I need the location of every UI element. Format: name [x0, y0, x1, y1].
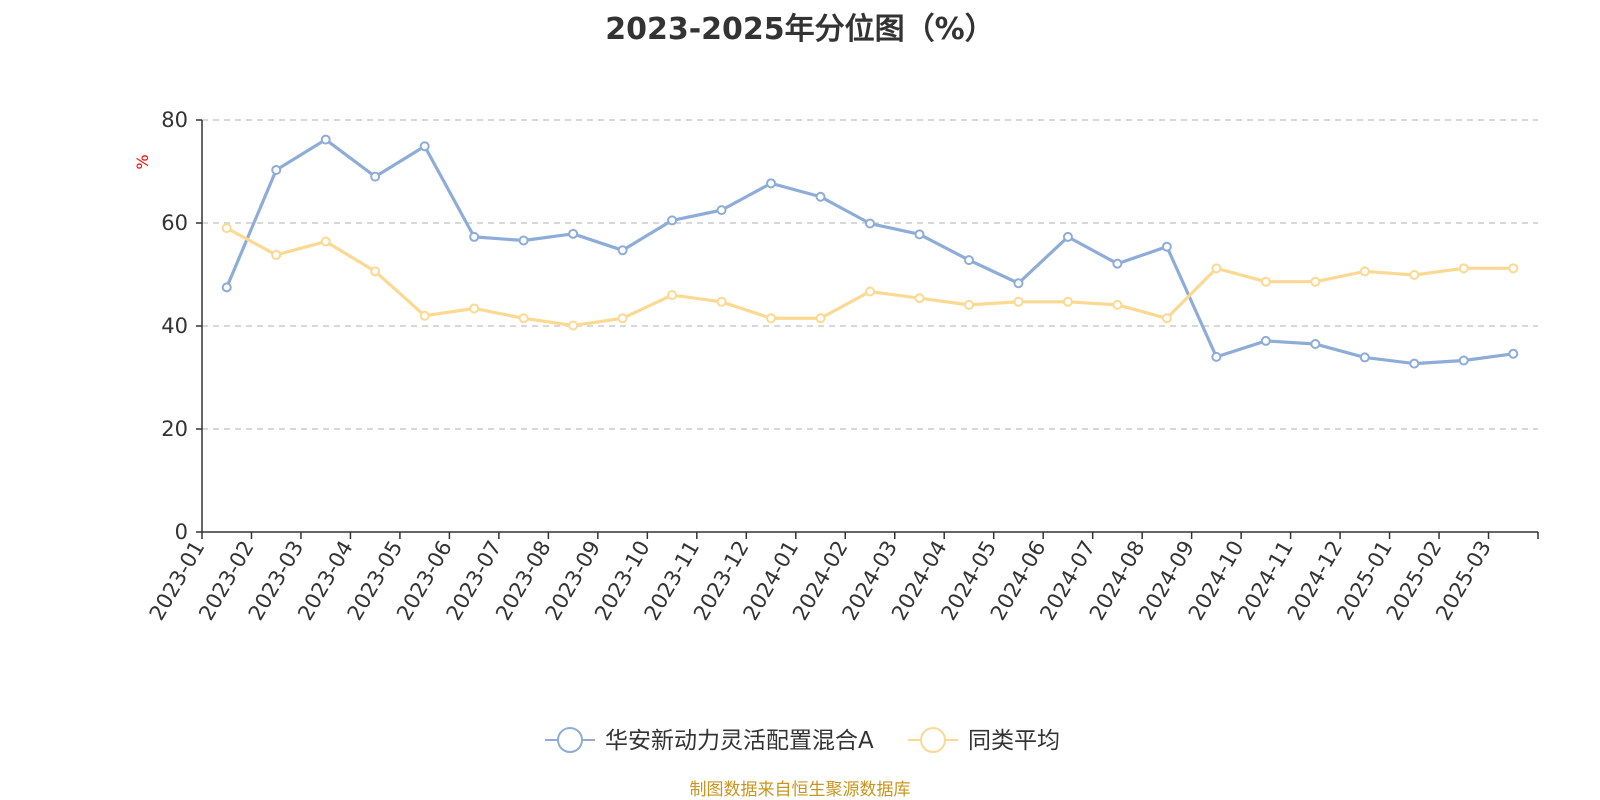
data-point-series-1[interactable] [518, 313, 529, 324]
data-point-series-1[interactable] [271, 249, 282, 260]
data-point-series-1[interactable] [370, 266, 381, 277]
data-point-series-1[interactable] [716, 296, 727, 307]
data-point-series-1[interactable] [667, 290, 678, 301]
legend-marker [920, 727, 946, 753]
data-point-series-1[interactable] [1161, 313, 1172, 324]
axes: 020406080%2023-012023-022023-032023-0420… [133, 108, 1539, 624]
data-point-series-1[interactable] [221, 223, 232, 234]
data-point-series-0[interactable] [1211, 351, 1222, 362]
data-point-series-0[interactable] [1508, 348, 1519, 359]
legend-item-0[interactable]: 华安新动力灵活配置混合A [545, 727, 874, 754]
data-point-series-1[interactable] [419, 310, 430, 321]
data-point-series-1[interactable] [1013, 296, 1024, 307]
data-point-series-0[interactable] [914, 229, 925, 240]
data-point-series-1[interactable] [963, 299, 974, 310]
data-point-series-1[interactable] [1359, 266, 1370, 277]
data-point-series-0[interactable] [617, 245, 628, 256]
legend-label: 华安新动力灵活配置混合A [605, 728, 874, 754]
data-point-series-1[interactable] [320, 236, 331, 247]
data-point-series-0[interactable] [518, 235, 529, 246]
data-point-series-0[interactable] [419, 141, 430, 152]
y-tick-label: 0 [175, 520, 188, 544]
data-point-series-0[interactable] [716, 205, 727, 216]
y-tick-label: 40 [161, 314, 188, 338]
data-point-series-0[interactable] [667, 215, 678, 226]
data-point-series-0[interactable] [320, 134, 331, 145]
y-tick-label: 60 [161, 211, 188, 235]
data-point-series-0[interactable] [568, 228, 579, 239]
data-point-series-1[interactable] [1062, 296, 1073, 307]
data-point-series-0[interactable] [1359, 352, 1370, 363]
data-point-series-1[interactable] [865, 286, 875, 297]
series-line-0 [225, 137, 1514, 366]
data-point-series-1[interactable] [1211, 263, 1222, 274]
data-point-series-1[interactable] [815, 313, 826, 324]
grid-lines [202, 119, 1538, 430]
legend-item-1[interactable]: 同类平均 [908, 727, 1060, 754]
series-lines [221, 134, 1519, 369]
data-point-series-1[interactable] [1508, 263, 1519, 274]
source-note: 制图数据来自恒生聚源数据库 [689, 780, 911, 800]
legend-label: 同类平均 [968, 728, 1060, 754]
data-point-series-1[interactable] [568, 320, 579, 331]
legend-marker [557, 727, 583, 753]
data-point-series-1[interactable] [469, 303, 480, 314]
data-point-series-0[interactable] [271, 164, 282, 175]
data-point-series-0[interactable] [1161, 241, 1172, 252]
data-point-series-0[interactable] [766, 178, 777, 189]
data-point-series-0[interactable] [221, 282, 232, 293]
data-point-series-0[interactable] [1013, 278, 1024, 289]
chart-title: 2023-2025年分位图（%） [605, 12, 995, 47]
legend[interactable]: 华安新动力灵活配置混合A 同类平均 [545, 727, 1060, 754]
data-point-series-0[interactable] [963, 255, 974, 266]
data-point-series-1[interactable] [914, 293, 925, 304]
data-point-series-1[interactable] [766, 313, 777, 324]
series-line-1 [225, 226, 1514, 328]
y-tick-label: 20 [161, 417, 188, 441]
y-axis-label: % [133, 154, 152, 169]
data-point-series-1[interactable] [1409, 270, 1420, 281]
data-point-series-0[interactable] [815, 191, 826, 202]
data-point-series-1[interactable] [617, 313, 628, 324]
data-point-series-0[interactable] [370, 171, 381, 182]
data-point-series-0[interactable] [1458, 355, 1469, 366]
data-point-series-0[interactable] [469, 231, 480, 242]
data-point-series-0[interactable] [1062, 231, 1073, 242]
data-point-series-1[interactable] [1112, 299, 1123, 310]
data-point-series-0[interactable] [1310, 339, 1321, 350]
data-point-series-0[interactable] [1112, 258, 1123, 269]
y-tick-label: 80 [161, 108, 188, 132]
data-point-series-1[interactable] [1310, 276, 1321, 287]
data-point-series-1[interactable] [1260, 276, 1271, 287]
data-point-series-1[interactable] [1458, 263, 1469, 274]
data-point-series-0[interactable] [1260, 335, 1271, 346]
data-point-series-0[interactable] [865, 218, 875, 229]
data-point-series-0[interactable] [1409, 358, 1420, 369]
